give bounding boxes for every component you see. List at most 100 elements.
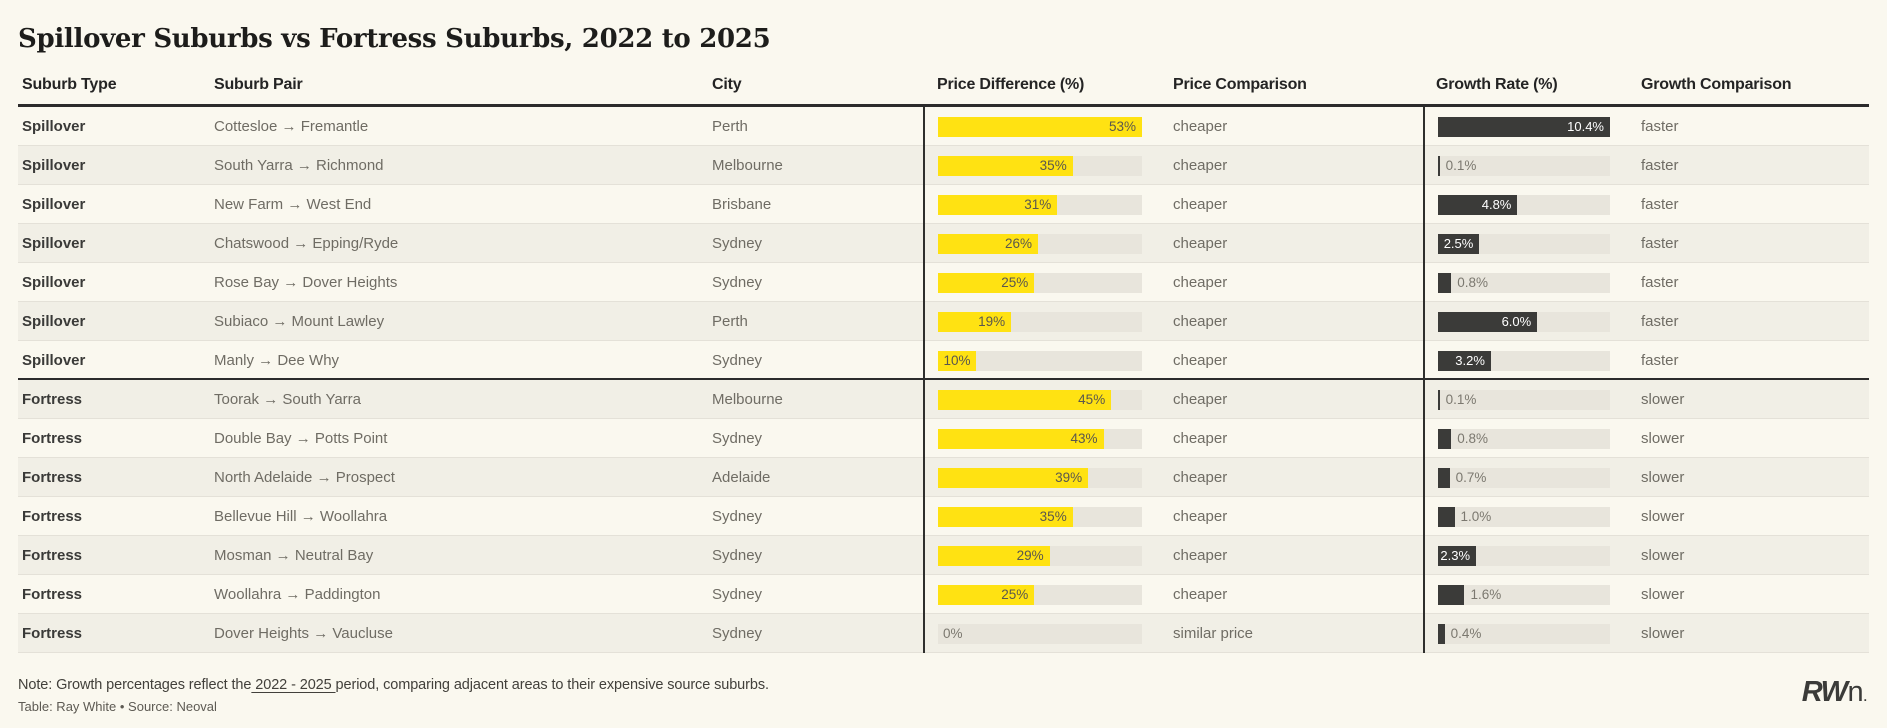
growth-rate-bar-track: 0.8% bbox=[1438, 428, 1610, 449]
growth-rate-bar-fill bbox=[1438, 389, 1440, 410]
price-diff-bar-fill bbox=[938, 155, 1073, 176]
cell-growth-rate: 0.8% bbox=[1423, 263, 1641, 302]
col-header-price-comparison: Price Comparison bbox=[1173, 76, 1307, 93]
note-suffix: period, comparing adjacent areas to thei… bbox=[335, 677, 769, 693]
cell-growth-rate: 0.7% bbox=[1423, 458, 1641, 497]
growth-rate-bar-track: 1.0% bbox=[1438, 506, 1610, 527]
price-diff-bar-fill bbox=[938, 584, 1035, 605]
growth-rate-bar-label: 10.4% bbox=[1567, 118, 1604, 134]
price-diff-bar-track: 31% bbox=[938, 194, 1142, 215]
price-diff-bar-track: 39% bbox=[938, 467, 1142, 488]
table-row: Spillover New Farm → West End Brisbane 3… bbox=[18, 185, 1869, 224]
price-diff-bar-track: 35% bbox=[938, 506, 1142, 527]
cell-growth-rate: 1.0% bbox=[1423, 497, 1641, 536]
cell-growth-rate: 2.3% bbox=[1423, 536, 1641, 575]
growth-rate-bar-label: 3.2% bbox=[1455, 352, 1485, 368]
cell-growth-rate: 1.6% bbox=[1423, 575, 1641, 614]
growth-rate-bar-fill bbox=[1438, 272, 1452, 293]
col-header-growth-rate: Growth Rate (%) bbox=[1436, 76, 1558, 93]
price-diff-bar-label: 26% bbox=[1005, 235, 1033, 251]
price-diff-bar-fill bbox=[938, 233, 1039, 254]
growth-rate-bar-track: 2.3% bbox=[1438, 545, 1610, 566]
growth-rate-bar-label: 0.4% bbox=[1450, 625, 1482, 641]
cell-suburb-type: Spillover bbox=[22, 274, 86, 291]
price-diff-bar-fill bbox=[938, 311, 1012, 332]
growth-rate-bar-fill bbox=[1438, 233, 1480, 254]
table-row: Fortress Double Bay → Potts Point Sydney… bbox=[18, 419, 1869, 458]
price-diff-bar-fill bbox=[938, 350, 977, 371]
growth-rate-bar-fill bbox=[1438, 194, 1518, 215]
growth-rate-bar-fill bbox=[1438, 584, 1465, 605]
cell-growth-comparison: faster bbox=[1641, 118, 1679, 135]
price-diff-bar-fill bbox=[938, 506, 1073, 527]
cell-growth-rate: 0.4% bbox=[1423, 614, 1641, 653]
cell-price-comparison: similar price bbox=[1173, 625, 1254, 642]
cell-price-comparison: cheaper bbox=[1173, 508, 1228, 525]
rw-logo-dot: . bbox=[1863, 690, 1867, 704]
cell-growth-comparison: slower bbox=[1641, 430, 1685, 447]
cell-city: Sydney bbox=[712, 508, 763, 525]
growth-rate-bar-label: 0.1% bbox=[1445, 391, 1477, 407]
cell-suburb-type: Fortress bbox=[22, 391, 83, 408]
table-row: Fortress Toorak → South Yarra Melbourne … bbox=[18, 380, 1869, 419]
table-header: Suburb Type Suburb Pair City Price Diffe… bbox=[18, 76, 1869, 107]
cell-suburb-type: Fortress bbox=[22, 547, 83, 564]
price-diff-bar-label: 0% bbox=[943, 625, 963, 641]
price-diff-bar-track: 53% bbox=[938, 116, 1142, 137]
price-diff-bar-fill bbox=[938, 467, 1089, 488]
page-title: Spillover Suburbs vs Fortress Suburbs, 2… bbox=[18, 24, 771, 54]
cell-city: Adelaide bbox=[712, 469, 771, 486]
table-row: Fortress Bellevue Hill → Woollahra Sydne… bbox=[18, 497, 1869, 536]
growth-rate-bar-label: 1.6% bbox=[1470, 586, 1502, 602]
price-diff-bar-label: 29% bbox=[1016, 547, 1044, 563]
cell-city: Melbourne bbox=[712, 391, 783, 408]
price-diff-bar-label: 31% bbox=[1024, 196, 1052, 212]
cell-suburb-pair: Double Bay → Potts Point bbox=[214, 430, 388, 447]
price-diff-bar-fill bbox=[938, 545, 1050, 566]
price-diff-bar-label: 53% bbox=[1108, 118, 1136, 134]
cell-city: Perth bbox=[712, 118, 748, 135]
growth-rate-bar-label: 4.8% bbox=[1481, 196, 1512, 212]
price-diff-bar-track: 0% bbox=[938, 623, 1142, 644]
growth-rate-bar-track: 3.2% bbox=[1438, 350, 1610, 371]
cell-price-difference: 25% bbox=[923, 575, 1173, 614]
cell-suburb-type: Fortress bbox=[22, 430, 83, 447]
growth-rate-bar-track: 4.8% bbox=[1438, 194, 1610, 215]
table-row: Fortress North Adelaide → Prospect Adela… bbox=[18, 458, 1869, 497]
cell-suburb-type: Fortress bbox=[22, 469, 83, 486]
col-header-city: City bbox=[712, 76, 742, 93]
cell-suburb-pair: Toorak → South Yarra bbox=[214, 391, 362, 408]
cell-price-comparison: cheaper bbox=[1173, 430, 1228, 447]
cell-city: Sydney bbox=[712, 274, 763, 291]
price-diff-bar-label: 39% bbox=[1055, 469, 1083, 485]
cell-price-difference: 35% bbox=[923, 146, 1173, 185]
cell-growth-comparison: slower bbox=[1641, 547, 1685, 564]
growth-rate-bar-track: 0.8% bbox=[1438, 272, 1610, 293]
cell-growth-comparison: slower bbox=[1641, 625, 1685, 642]
cell-suburb-type: Fortress bbox=[22, 586, 83, 603]
cell-price-comparison: cheaper bbox=[1173, 313, 1228, 330]
cell-price-difference: 29% bbox=[923, 536, 1173, 575]
cell-city: Sydney bbox=[712, 430, 763, 447]
cell-price-comparison: cheaper bbox=[1173, 196, 1228, 213]
col-header-growth-comparison: Growth Comparison bbox=[1641, 76, 1792, 93]
growth-rate-bar-fill bbox=[1438, 545, 1477, 566]
growth-rate-bar-fill bbox=[1438, 116, 1610, 137]
table-row: Spillover Chatswood → Epping/Ryde Sydney… bbox=[18, 224, 1869, 263]
rw-logo: RWn. bbox=[1802, 678, 1867, 711]
cell-price-difference: 26% bbox=[923, 224, 1173, 263]
price-diff-bar-label: 25% bbox=[1001, 274, 1029, 290]
cell-suburb-type: Spillover bbox=[22, 118, 86, 135]
growth-rate-bar-fill bbox=[1438, 467, 1450, 488]
cell-city: Sydney bbox=[712, 547, 763, 564]
growth-rate-bar-label: 6.0% bbox=[1501, 313, 1532, 329]
note-period-underline: 2022 - 2025 bbox=[251, 677, 336, 693]
price-diff-bar-fill bbox=[938, 428, 1104, 449]
cell-growth-comparison: faster bbox=[1641, 313, 1679, 330]
growth-rate-bar-track: 1.6% bbox=[1438, 584, 1610, 605]
cell-suburb-pair: North Adelaide → Prospect bbox=[214, 469, 395, 486]
growth-rate-bar-track: 0.7% bbox=[1438, 467, 1610, 488]
cell-growth-comparison: faster bbox=[1641, 157, 1679, 174]
growth-rate-bar-track: 0.1% bbox=[1438, 389, 1610, 410]
